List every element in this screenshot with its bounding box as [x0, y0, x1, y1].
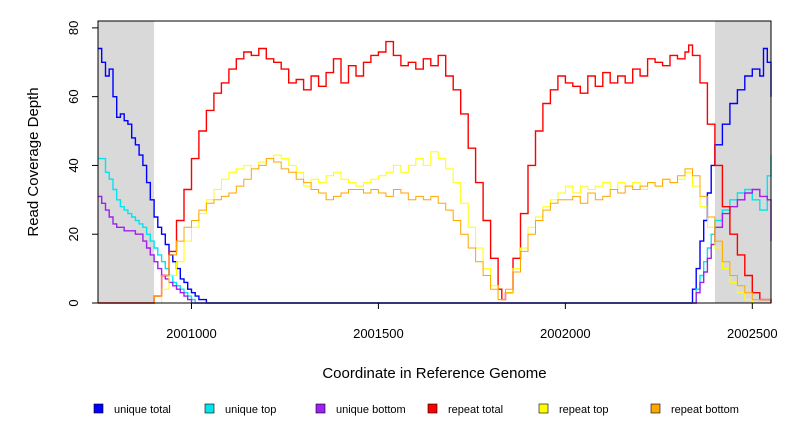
legend-item-unique-bottom: unique bottom — [315, 403, 406, 416]
x-axis-title: Coordinate in Reference Genome — [322, 365, 546, 382]
legend-label: repeat bottom — [671, 404, 739, 416]
x-tick-label: 2001500 — [353, 326, 404, 341]
x-tick-label: 2002000 — [540, 326, 591, 341]
legend-item-repeat-bottom: repeat bottom — [650, 403, 739, 416]
legend: unique total unique top unique bottom repea… — [93, 403, 739, 416]
legend-label: repeat top — [559, 404, 609, 416]
y-tick-label: 0 — [66, 299, 81, 306]
y-tick-label: 80 — [66, 21, 81, 35]
legend-swatch — [204, 403, 215, 414]
legend-swatch — [93, 403, 104, 414]
y-tick-label: 20 — [66, 227, 81, 241]
series-line-unique-top — [98, 155, 772, 304]
x-tick-label: 2002500 — [727, 326, 778, 341]
legend-item-repeat-top: repeat top — [538, 403, 609, 416]
series-line-repeat-top — [98, 151, 771, 304]
shaded-regions — [98, 21, 771, 303]
x-axis: 2001000 2001500 2002000 2002500 — [166, 303, 778, 341]
legend-swatch — [315, 403, 326, 414]
shaded-region-2 — [714, 21, 771, 303]
legend-label: unique bottom — [336, 404, 406, 416]
x-tick-label: 2001000 — [166, 326, 217, 341]
y-axis-title: Read Coverage Depth — [25, 87, 42, 236]
series-line-repeat-total — [98, 40, 772, 304]
legend-swatch — [650, 403, 661, 414]
series-lines — [98, 40, 772, 304]
legend-item-unique-top: unique top — [204, 403, 276, 416]
y-tick-label: 60 — [66, 89, 81, 103]
series-line-unique-bottom — [98, 188, 772, 304]
series-line-repeat-bottom — [98, 158, 772, 304]
legend-label: repeat total — [448, 404, 503, 416]
series-line-unique-total — [98, 47, 772, 304]
legend-label: unique total — [114, 404, 171, 416]
legend-item-unique-total: unique total — [93, 403, 171, 416]
shaded-region-1 — [98, 21, 155, 303]
y-tick-label: 40 — [66, 158, 81, 172]
legend-item-repeat-total: repeat total — [427, 403, 503, 416]
y-axis: 0 20 40 60 80 — [66, 21, 98, 307]
legend-swatch — [427, 403, 438, 414]
legend-swatch — [538, 403, 549, 414]
plot-frame — [97, 20, 772, 304]
legend-label: unique top — [225, 404, 276, 416]
